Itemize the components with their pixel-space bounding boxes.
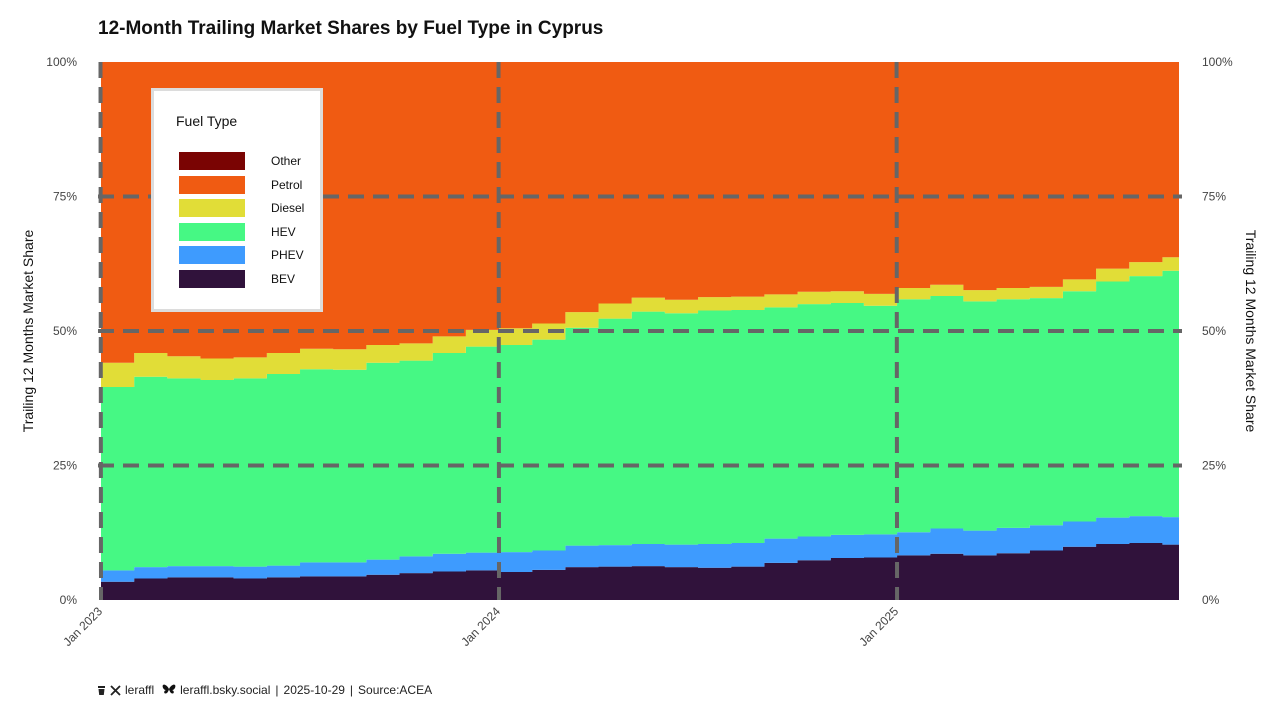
y-tick-label-left: 25% [53, 459, 77, 473]
legend-item-diesel: Diesel [179, 199, 304, 217]
series-area-hev [101, 270, 1179, 571]
x-tick-label: Jan 2023 [60, 604, 105, 649]
series-area-bev [101, 542, 1179, 600]
legend-label: HEV [271, 225, 296, 239]
y-tick-label-left: 50% [53, 324, 77, 338]
y-tick-label-right: 75% [1202, 190, 1226, 204]
legend-title: Fuel Type [176, 113, 238, 129]
series-area-diesel [101, 257, 1179, 387]
legend-swatch-diesel [179, 199, 245, 217]
y-axis-label-left: Trailing 12 Months Market Share [20, 230, 36, 433]
y-axis-left: 0% 25% 50% 75% 100% [46, 55, 77, 607]
x-axis: Jan 2023 Jan 2024 Jan 2025 [60, 604, 901, 649]
y-tick-label-left: 0% [60, 593, 78, 607]
series-area-petrol [101, 62, 1179, 363]
legend-swatch-other [179, 152, 245, 170]
footer-source: Source:ACEA [358, 683, 433, 697]
footer-date: 2025-10-29 [283, 683, 345, 697]
bluesky-butterfly-icon[interactable] [162, 684, 176, 696]
y-tick-label-left: 100% [46, 55, 77, 69]
legend-swatch-hev [179, 223, 245, 241]
legend-item-hev: HEV [179, 223, 296, 241]
footer-separator: | [275, 683, 279, 697]
legend-item-phev: PHEV [179, 246, 304, 264]
footer: leraffl leraffl.bsky.social | 2025-10-29… [97, 683, 432, 697]
v-gridline-0 [98, 61, 103, 601]
x-tick-label: Jan 2024 [458, 604, 503, 649]
legend-item-bev: BEV [179, 270, 295, 288]
v-gridline-1 [496, 61, 502, 601]
y-tick-label-right: 100% [1202, 55, 1233, 69]
legend-swatch-phev [179, 246, 245, 264]
chart-title: 12-Month Trailing Market Shares by Fuel … [98, 18, 604, 39]
y-axis-right: 0% 25% 50% 75% 100% [1202, 55, 1233, 607]
coffee-icon [98, 685, 105, 695]
legend-label: PHEV [271, 248, 304, 262]
series-areas [101, 62, 1179, 600]
legend-item-other: Other [179, 152, 301, 170]
y-axis-label-right: Trailing 12 Months Market Share [1243, 230, 1259, 433]
footer-separator-2: | [349, 683, 354, 697]
legend-label: Diesel [271, 201, 305, 215]
legend: Fuel Type Other Petrol Diesel HEV PHEV B… [151, 88, 323, 312]
legend-label: BEV [271, 272, 296, 286]
y-tick-label-right: 25% [1202, 459, 1226, 473]
legend-swatch-petrol [179, 176, 245, 194]
y-tick-label-right: 50% [1202, 324, 1226, 338]
legend-label: Other [271, 154, 302, 168]
x-handle[interactable]: leraffl [125, 683, 155, 697]
x-tick-label: Jan 2025 [856, 604, 901, 649]
legend-swatch-bev [179, 270, 245, 288]
x-logo-icon[interactable] [110, 684, 121, 696]
y-tick-label-left: 75% [53, 190, 77, 204]
bsky-handle[interactable]: leraffl.bsky.social [180, 683, 271, 697]
y-tick-label-right: 0% [1202, 593, 1220, 607]
legend-label: Petrol [271, 178, 303, 192]
v-gridline-2 [894, 61, 900, 601]
series-area-phev [101, 516, 1179, 582]
legend-item-petrol: Petrol [179, 176, 302, 194]
